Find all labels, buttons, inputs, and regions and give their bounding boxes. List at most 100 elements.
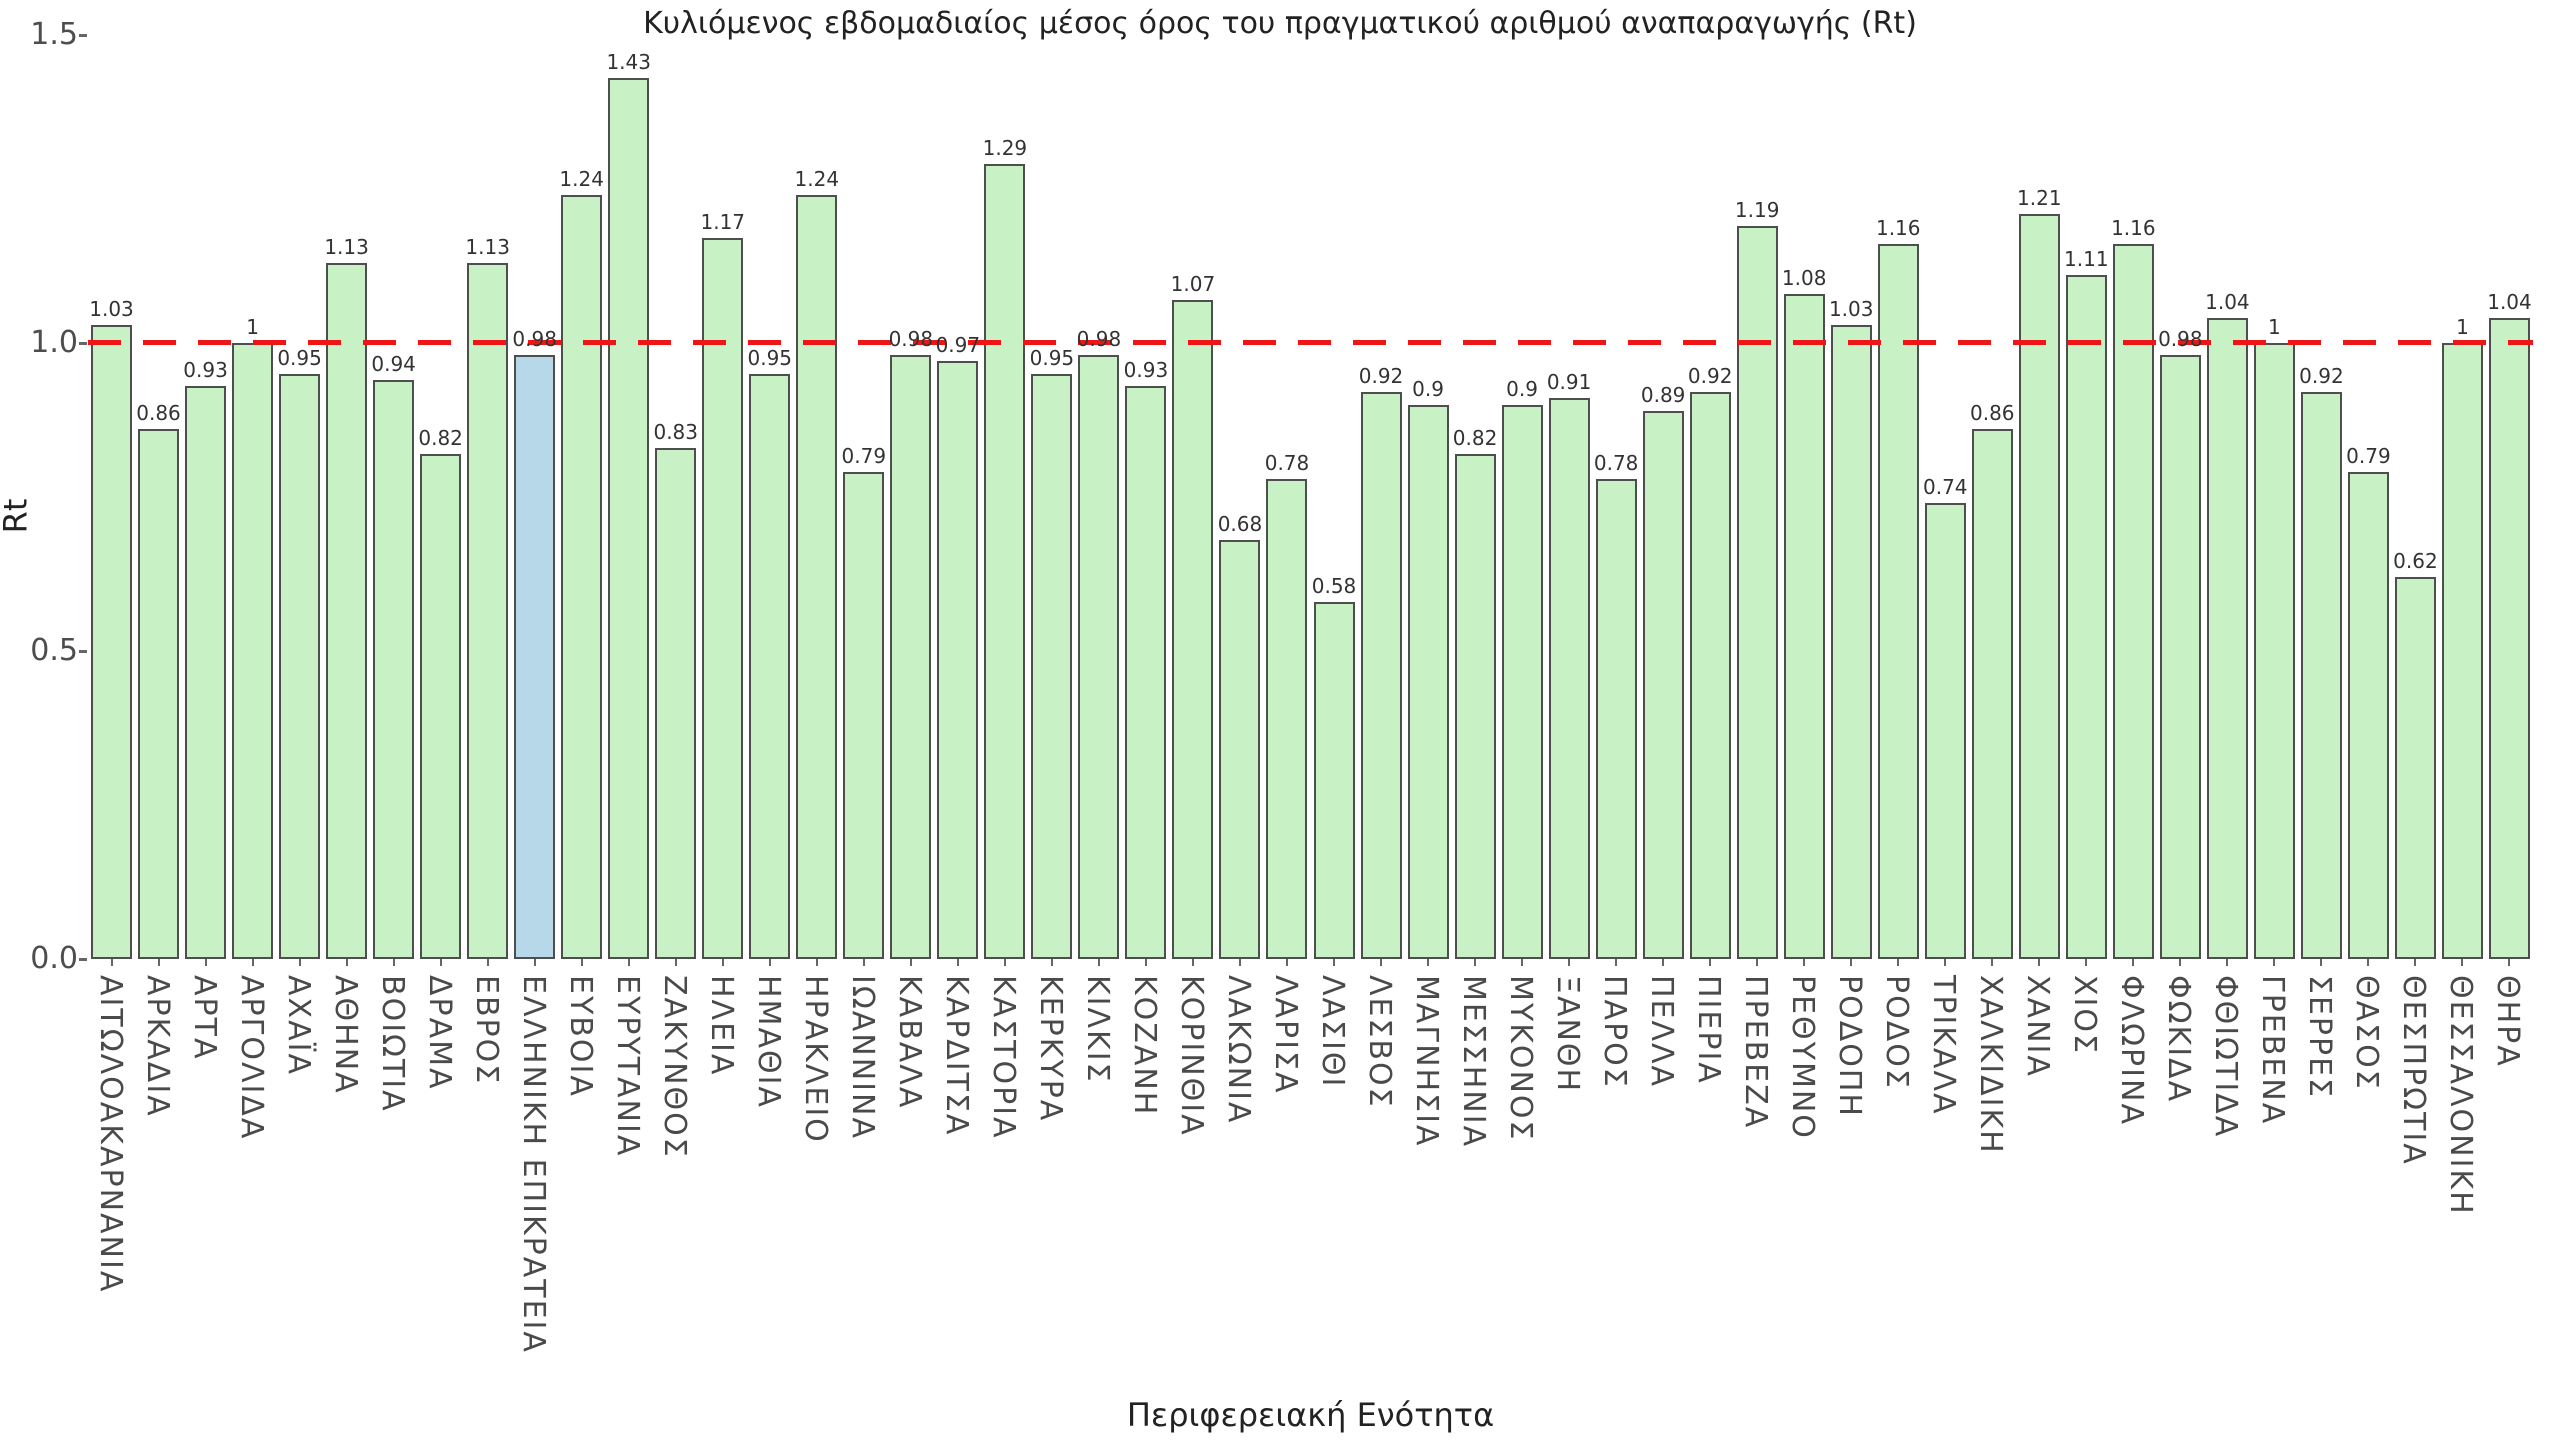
x-tick-label: ΡΕΘΥΜΝΟ: [1785, 975, 1821, 1140]
bar: [1454, 453, 1496, 959]
bar-value-label: 0.95: [747, 345, 793, 370]
bar: [1642, 410, 1684, 959]
x-tick-label: ΦΩΚΙΔΑ: [2161, 975, 2197, 1104]
bar-value-label: 0.98: [512, 327, 557, 352]
x-tick-label: ΜΥΚΟΝΟΣ: [1503, 975, 1539, 1142]
x-tick-mark: [345, 959, 348, 966]
bar: [1971, 429, 2013, 959]
x-tick-label: ΗΡΑΚΛΕΙΟ: [797, 975, 833, 1144]
x-tick-label: ΘΕΣΣΑΛΟΝΙΚΗ: [2443, 975, 2479, 1216]
x-tick-label: ΕΛΛΗΝΙΚΗ ΕΠΙΚΡΑΤΕΙΑ: [515, 975, 551, 1354]
bar: [937, 361, 979, 959]
x-tick-label: ΛΕΣΒΟΣ: [1362, 975, 1398, 1109]
bar-value-label: 1: [2456, 315, 2469, 339]
bar: [1689, 392, 1731, 959]
x-tick-mark: [2461, 959, 2464, 966]
bar: [1595, 478, 1637, 959]
bar: [2394, 577, 2436, 959]
bar: [1313, 601, 1355, 959]
bar-value-label: 1.11: [2064, 247, 2109, 272]
x-tick-label: ΧΑΝΙΑ: [2020, 975, 2056, 1078]
bar-value-label: 0.98: [2158, 327, 2203, 352]
bar-value-label: 1.04: [2487, 290, 2532, 315]
bar: [1877, 244, 1919, 959]
x-tick-label: ΚΕΡΚΥΡΑ: [1032, 975, 1068, 1123]
bar: [2347, 472, 2389, 959]
bar-value-label: 0.98: [888, 327, 934, 352]
bar-value-label: 0.92: [1687, 364, 1733, 389]
bar-value-label: 1.07: [1170, 271, 1216, 296]
bar: [2253, 343, 2295, 959]
bar: [420, 453, 462, 959]
x-tick-mark: [1756, 959, 1759, 966]
bar: [1830, 324, 1872, 959]
x-tick-label: ΒΟΙΩΤΙΑ: [374, 975, 410, 1113]
bar-value-label: 0.82: [1452, 425, 1498, 450]
x-tick-label: ΗΛΕΙΑ: [703, 975, 739, 1077]
bar: [890, 355, 932, 959]
x-tick-mark: [1097, 959, 1100, 966]
bar: [373, 379, 415, 959]
x-tick-mark: [1285, 959, 1288, 966]
x-tick-mark: [1803, 959, 1806, 966]
y-tick-label: 0.5: [30, 633, 78, 668]
y-tick-label: 0.0: [30, 941, 78, 976]
x-tick-mark: [1380, 959, 1383, 966]
bar-value-label: 0.86: [1970, 401, 2015, 426]
bar-highlight: [514, 355, 556, 959]
bar-value-label: 0.93: [183, 358, 228, 383]
bar: [749, 373, 791, 959]
bar-value-label: 0.94: [371, 351, 416, 376]
y-tick-mark: [79, 650, 87, 653]
x-tick-label: ΛΑΡΙΣΑ: [1267, 975, 1303, 1095]
bar-value-label: 0.68: [1217, 512, 1263, 537]
x-tick-mark: [251, 959, 254, 966]
bar-value-label: 0.98: [1076, 327, 1122, 352]
bar: [1125, 386, 1167, 959]
bar: [1031, 373, 1073, 959]
x-tick-mark: [909, 959, 912, 966]
x-tick-mark: [2320, 959, 2323, 966]
bar-value-label: 1: [246, 315, 259, 339]
bar-value-label: 0.79: [2346, 444, 2391, 469]
bar-value-label: 1.29: [982, 136, 1028, 161]
x-tick-mark: [533, 959, 536, 966]
bar: [2441, 343, 2483, 959]
bar: [561, 195, 603, 959]
bar: [984, 164, 1026, 959]
y-tick-label: 1.5: [30, 17, 78, 52]
bar-value-label: 0.58: [1311, 573, 1357, 598]
x-tick-label: ΑΡΚΑΔΙΑ: [139, 975, 175, 1118]
x-tick-mark: [2273, 959, 2276, 966]
x-tick-label: ΦΛΩΡΙΝΑ: [2114, 975, 2150, 1126]
bar: [1924, 503, 1966, 959]
bar-value-label: 0.89: [1640, 382, 1686, 407]
x-tick-label: ΑΡΓΟΛΙΔΑ: [233, 975, 269, 1141]
bar: [91, 324, 133, 959]
x-tick-mark: [1003, 959, 1006, 966]
y-axis-title: Rt: [0, 498, 35, 534]
x-tick-label: ΛΑΣΙΘΙ: [1315, 975, 1350, 1089]
bar: [326, 262, 368, 959]
bar: [2065, 275, 2107, 959]
x-tick-mark: [1991, 959, 1994, 966]
x-tick-mark: [1709, 959, 1712, 966]
x-tick-label: ΠΕΛΛΑ: [1644, 975, 1680, 1089]
x-tick-mark: [1191, 959, 1194, 966]
bar-value-label: 0.82: [418, 425, 463, 450]
x-tick-mark: [1474, 959, 1477, 966]
bar-value-label: 0.92: [1358, 364, 1404, 389]
x-tick-label: ΠΙΕΡΙΑ: [1691, 975, 1727, 1085]
bar: [1172, 299, 1214, 959]
plot-area: 1.03 0.86 0.93 1 0.95 1.13 0.94 0.82 1.13 0.98 1.2…: [88, 35, 2533, 959]
bar: [467, 262, 509, 959]
bar-value-label: 0.86: [136, 401, 181, 426]
x-tick-mark: [580, 959, 583, 966]
x-tick-label: ΦΘΙΩΤΙΔΑ: [2208, 975, 2244, 1139]
x-tick-label: ΖΑΚΥΝΘΟΣ: [656, 975, 692, 1159]
bar-value-label: 1.13: [324, 234, 369, 259]
x-tick-mark: [721, 959, 724, 966]
y-tick-mark: [79, 34, 87, 37]
x-tick-mark: [1521, 959, 1524, 966]
